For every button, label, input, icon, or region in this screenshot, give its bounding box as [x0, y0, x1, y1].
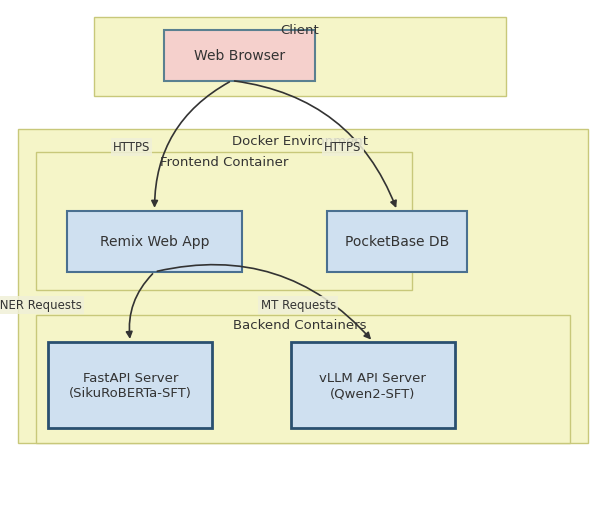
FancyBboxPatch shape [36, 153, 412, 290]
Text: Client: Client [281, 24, 319, 37]
Text: Remix Web App: Remix Web App [100, 235, 209, 249]
Text: Frontend Container: Frontend Container [160, 156, 288, 168]
Text: FastAPI Server
(SikuRoBERTa-SFT): FastAPI Server (SikuRoBERTa-SFT) [69, 372, 191, 399]
FancyBboxPatch shape [164, 31, 315, 81]
FancyBboxPatch shape [94, 18, 506, 97]
Text: Backend Containers: Backend Containers [233, 319, 367, 331]
Text: HTTPS: HTTPS [113, 141, 150, 154]
FancyBboxPatch shape [291, 342, 454, 429]
FancyBboxPatch shape [18, 130, 588, 443]
Text: MT Requests: MT Requests [261, 299, 336, 312]
FancyBboxPatch shape [327, 211, 467, 272]
Text: HTTPS: HTTPS [324, 141, 362, 154]
Text: vLLM API Server
(Qwen2-SFT): vLLM API Server (Qwen2-SFT) [319, 372, 426, 399]
Text: PocketBase DB: PocketBase DB [345, 235, 449, 249]
Text: Web Browser: Web Browser [194, 49, 285, 63]
FancyBboxPatch shape [48, 342, 212, 429]
Text: Docker Environment: Docker Environment [232, 134, 368, 147]
FancyBboxPatch shape [36, 316, 570, 443]
Text: PR & NER Requests: PR & NER Requests [0, 299, 82, 312]
FancyBboxPatch shape [67, 211, 242, 272]
